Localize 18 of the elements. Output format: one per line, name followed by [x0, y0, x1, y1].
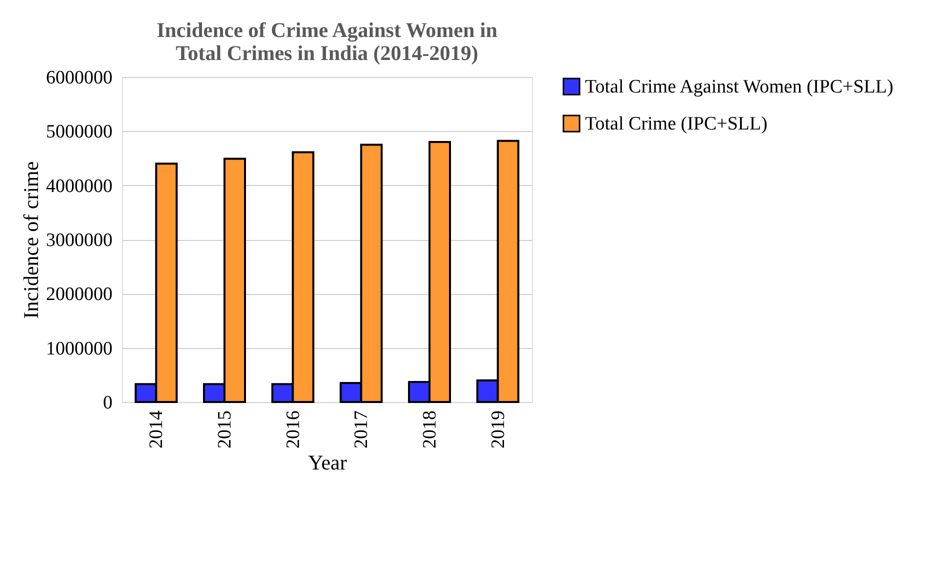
legend-label: Total Crime Against Women (IPC+SLL): [585, 76, 894, 98]
y-tick-label: 3000000: [46, 230, 112, 251]
x-tick-label: 2017: [351, 410, 372, 448]
y-tick-label: 0: [103, 392, 112, 414]
x-tick-label: 2016: [282, 410, 304, 448]
y-tick-label: 1000000: [46, 338, 112, 360]
legend-label: Total Crime (IPC+SLL): [585, 114, 768, 134]
y-tick-label: 6000000: [46, 68, 112, 88]
y-tick-label: 4000000: [46, 176, 112, 197]
y-axis-title: Incidence of crime: [19, 161, 43, 319]
x-tick-label: 2015: [214, 410, 236, 448]
y-tick-label: 5000000: [46, 122, 112, 143]
x-tick-label: 2019: [488, 410, 509, 448]
y-tick-label: 2000000: [46, 284, 112, 306]
x-tick-label: 2018: [420, 410, 440, 448]
x-axis-title: Year: [308, 450, 347, 474]
chart-title: Incidence of Crime Against Women in Total Crimes in India (2014-2019): [156, 18, 498, 65]
x-tick-label: 2014: [146, 410, 168, 448]
